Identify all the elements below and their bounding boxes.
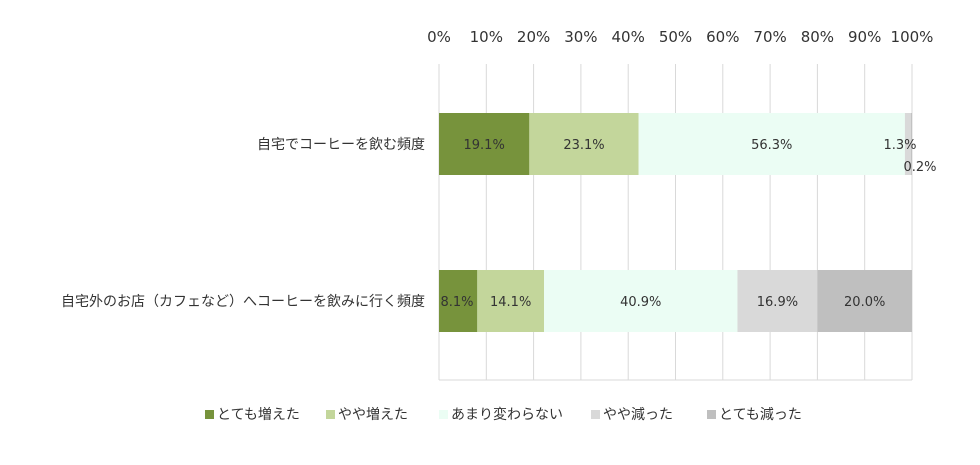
data-label: 23.1% (563, 138, 604, 153)
bar-segment (529, 113, 639, 175)
legend-label: あまり変わらない (451, 406, 563, 423)
x-tick-label: 90% (848, 28, 881, 46)
bar-segment (439, 113, 530, 175)
legend-swatch (591, 410, 600, 419)
data-label: 40.9% (620, 295, 661, 310)
bar-segment (911, 113, 912, 175)
legend-swatch (326, 410, 335, 419)
x-tick-label: 40% (612, 28, 645, 46)
data-label: 8.1% (440, 295, 473, 310)
gridlines (438, 64, 913, 381)
data-labels: 19.1% 23.1% 56.3% 1.3% 0.2% 8.1% 14.1% 40.9% 16.… (440, 138, 936, 310)
legend: とても増えた やや増えた あまり変わらない やや減った とても減った (205, 406, 802, 423)
category-label: 自宅外のお店（カフェなど）へコーヒーを飲みに行く頻度 (61, 294, 425, 310)
x-tick-label: 50% (659, 28, 692, 46)
legend-label: やや増えた (338, 407, 408, 423)
x-axis-ticks: 0% 10% 20% 30% 40% 50% 60% 70% 80% 90% 100% (427, 28, 933, 46)
data-label: 14.1% (490, 295, 531, 310)
x-tick-label: 80% (801, 28, 834, 46)
legend-swatch (205, 410, 214, 419)
data-label: 19.1% (464, 138, 505, 153)
bar-segment (904, 113, 912, 175)
x-tick-label: 100% (891, 28, 934, 46)
legend-swatch (707, 410, 716, 419)
x-tick-label: 60% (706, 28, 739, 46)
bar-segment (477, 270, 545, 332)
category-label: 自宅でコーヒーを飲む頻度 (257, 137, 425, 153)
legend-label: とても減った (719, 406, 802, 423)
legend-label: とても増えた (217, 407, 300, 423)
x-tick-label: 20% (517, 28, 550, 46)
data-label: 1.3% (883, 138, 916, 153)
bar-segment (817, 270, 912, 332)
x-tick-label: 0% (427, 28, 451, 46)
data-label: 16.9% (757, 295, 798, 310)
x-tick-label: 10% (470, 28, 503, 46)
bar-segment (544, 270, 738, 332)
bars (439, 113, 912, 332)
bar-segment (737, 270, 818, 332)
legend-label: やや減った (603, 406, 673, 423)
legend-swatch (439, 410, 448, 419)
data-label: 20.0% (844, 295, 885, 310)
data-label: 0.2% (903, 160, 936, 175)
x-tick-label: 30% (564, 28, 597, 46)
data-label: 56.3% (751, 138, 792, 153)
x-tick-label: 70% (753, 28, 786, 46)
bar-segment (638, 113, 905, 175)
bar-segment (439, 270, 478, 332)
